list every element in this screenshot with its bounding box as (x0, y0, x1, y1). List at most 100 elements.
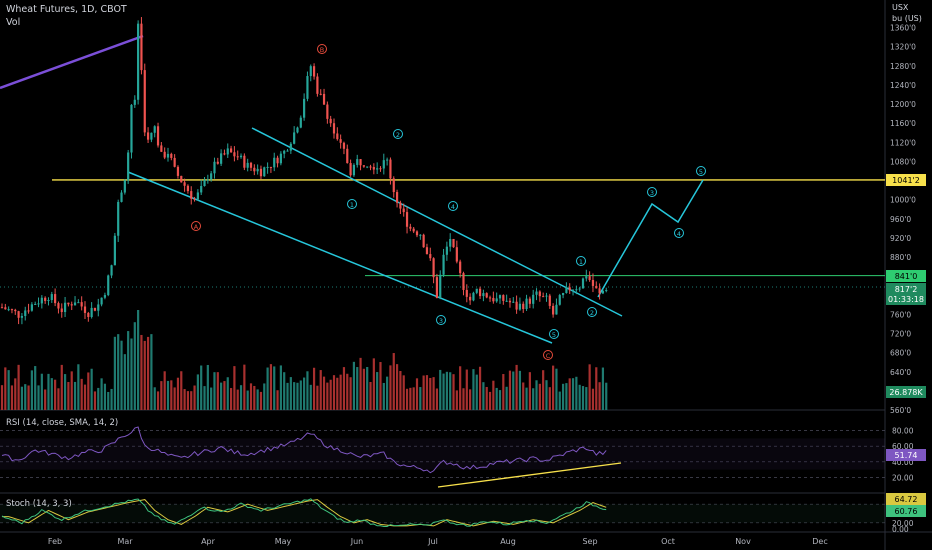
resistance-badge-text: 1041'2 (892, 176, 920, 185)
candle-body (475, 288, 478, 293)
volume-bar (173, 387, 176, 410)
candle-body (37, 303, 40, 305)
volume-bar (442, 373, 445, 410)
volume-bar (532, 388, 535, 410)
candle-body (422, 234, 425, 248)
candle-body (54, 294, 57, 304)
stoch-band (0, 504, 885, 523)
candle-body (183, 182, 186, 186)
wave-label-cyan-circle (587, 307, 597, 317)
candle-body (203, 179, 206, 187)
candle-body (223, 153, 226, 155)
candle-body (259, 168, 263, 177)
price-badge (886, 283, 926, 305)
volume-bar (372, 358, 375, 410)
candle-body (528, 298, 531, 304)
volume-bar (0, 385, 4, 410)
projection-path (597, 179, 704, 298)
wave-label-cyan-circle (576, 256, 586, 266)
candle-body (50, 294, 53, 301)
candle-body (140, 23, 143, 71)
wave-label-cyan-circle (347, 199, 357, 209)
time-tick-label: Nov (735, 537, 751, 546)
volume-bar (492, 380, 495, 410)
candle-body (196, 192, 199, 200)
rsi-line (1, 426, 607, 474)
stoch-label: Stoch (14, 3, 3) (6, 499, 72, 509)
candle-body (478, 288, 482, 297)
candle-body (362, 165, 365, 167)
candle-body (322, 93, 326, 105)
candle-body (243, 155, 246, 168)
candle-body (249, 162, 253, 168)
volume-badge-text: 26.878K (889, 388, 923, 397)
candle-body (306, 76, 309, 99)
candle-body (77, 302, 80, 304)
candle-body (455, 247, 458, 262)
volume-bar (465, 369, 468, 410)
candle-body (366, 166, 369, 168)
volume-bar (402, 375, 405, 410)
candle-body (449, 238, 452, 247)
volume-bar (352, 361, 356, 410)
candle-body (156, 126, 160, 146)
wave-label-cyan: 1 (579, 258, 583, 266)
candle-body (100, 297, 103, 305)
wave-label-cyan: 3 (650, 189, 654, 197)
volume-bar (7, 370, 10, 410)
candle-body (452, 238, 455, 248)
volume-bar (412, 387, 415, 410)
candle-body (409, 226, 412, 229)
candle-body (27, 310, 30, 312)
candle-body (60, 308, 63, 313)
volume-bar (87, 372, 90, 410)
volume-bar (502, 374, 505, 410)
volume-bar (193, 385, 196, 410)
price-tick-label: 760'0 (890, 310, 911, 319)
candle-body (346, 148, 349, 164)
candle-body (329, 118, 332, 124)
candle-body (442, 254, 445, 275)
candle-body (532, 294, 535, 304)
time-tick-label: Dec (812, 537, 827, 546)
volume-bar (322, 376, 326, 410)
volume-bar (24, 384, 27, 410)
candle-body (40, 297, 43, 304)
volume-bar (332, 375, 336, 410)
candle-body (44, 297, 47, 301)
candle-body (146, 132, 150, 140)
wave-label-b-circle (317, 44, 327, 54)
candle-body (356, 159, 359, 165)
volume-bar (200, 365, 203, 410)
wave-label-cyan-circle (549, 329, 559, 339)
volume-bar (176, 377, 180, 410)
candle-body (190, 191, 193, 199)
volume-bar (276, 390, 279, 410)
candle-body (435, 277, 439, 298)
candle-body (585, 276, 588, 279)
candle-body (47, 300, 50, 302)
candle-body (482, 293, 485, 297)
rsi-trendline (437, 462, 622, 488)
time-tick-label: Jul (427, 537, 438, 546)
candle-body (7, 309, 10, 311)
volume-bar (107, 391, 110, 410)
time-tick-label: Aug (500, 537, 516, 546)
candle-body (488, 297, 492, 299)
candle-body (505, 300, 508, 302)
volume-bar (518, 370, 522, 410)
wave-label-cyan: 1 (350, 201, 354, 209)
volume-bar (30, 370, 33, 410)
volume-bar (213, 372, 216, 410)
rsi-tick-label: 20.00 (892, 473, 914, 482)
candle-body (57, 303, 60, 309)
volume-badge (886, 386, 926, 398)
volume-bar (133, 322, 136, 410)
candle-body (522, 303, 525, 310)
candle-body (236, 156, 239, 158)
candle-body (395, 192, 399, 203)
volume-bar (555, 368, 558, 410)
candle-body (103, 295, 107, 298)
